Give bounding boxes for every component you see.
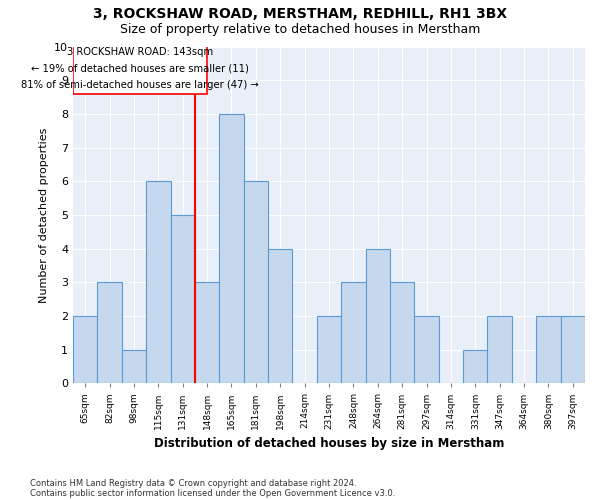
Bar — [219, 114, 244, 384]
Bar — [463, 350, 487, 384]
Bar — [146, 181, 170, 384]
Text: 3, ROCKSHAW ROAD, MERSTHAM, REDHILL, RH1 3BX: 3, ROCKSHAW ROAD, MERSTHAM, REDHILL, RH1… — [93, 8, 507, 22]
Bar — [536, 316, 560, 384]
Bar — [170, 215, 195, 384]
Bar — [390, 282, 415, 384]
Bar — [341, 282, 365, 384]
Bar — [487, 316, 512, 384]
Bar — [317, 316, 341, 384]
Bar — [415, 316, 439, 384]
Bar — [97, 282, 122, 384]
X-axis label: Distribution of detached houses by size in Merstham: Distribution of detached houses by size … — [154, 437, 504, 450]
Bar — [365, 248, 390, 384]
Bar — [73, 43, 207, 94]
Text: Size of property relative to detached houses in Merstham: Size of property relative to detached ho… — [120, 22, 480, 36]
Y-axis label: Number of detached properties: Number of detached properties — [38, 127, 49, 302]
Bar — [73, 316, 97, 384]
Bar — [122, 350, 146, 384]
Bar — [268, 248, 292, 384]
Text: 81% of semi-detached houses are larger (47) →: 81% of semi-detached houses are larger (… — [21, 80, 259, 90]
Bar — [244, 181, 268, 384]
Text: 3 ROCKSHAW ROAD: 143sqm: 3 ROCKSHAW ROAD: 143sqm — [67, 46, 213, 56]
Text: Contains HM Land Registry data © Crown copyright and database right 2024.: Contains HM Land Registry data © Crown c… — [30, 478, 356, 488]
Bar — [195, 282, 219, 384]
Text: ← 19% of detached houses are smaller (11): ← 19% of detached houses are smaller (11… — [31, 64, 249, 74]
Bar — [560, 316, 585, 384]
Text: Contains public sector information licensed under the Open Government Licence v3: Contains public sector information licen… — [30, 488, 395, 498]
